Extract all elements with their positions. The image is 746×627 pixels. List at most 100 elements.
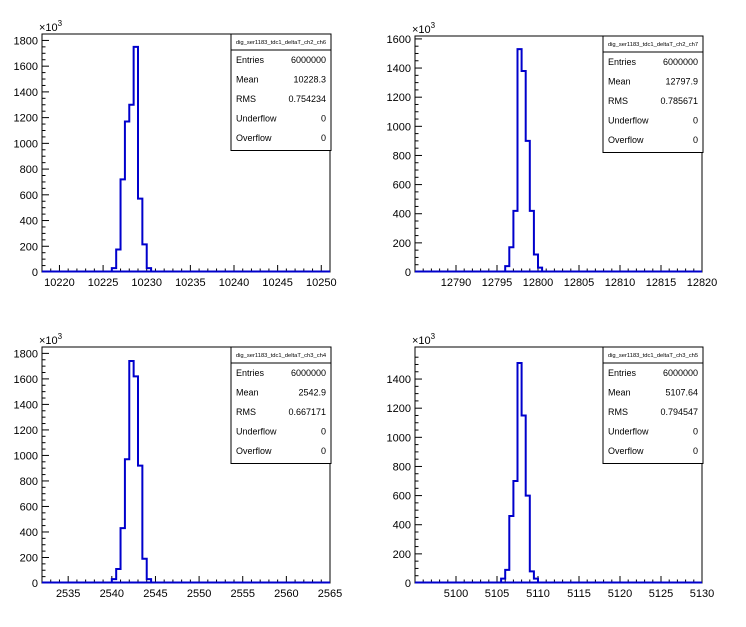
y-tick-label: 400 [393, 520, 411, 532]
histogram-svg: 5100 5105 5110 5115 5120 5125 5130 0 200 400 600 80… [387, 332, 715, 600]
stats-row-label: Entries [236, 55, 265, 65]
stats-row-value: 6000000 [663, 368, 698, 378]
y-tick-label: 1200 [387, 403, 411, 415]
histogram-outline [110, 360, 153, 583]
stats-row-label: Underflow [236, 114, 277, 124]
stats-row-value: 10228.3 [293, 75, 326, 85]
histogram-svg: 10220 10225 10230 10235 10240 10245 10250 0 200 4… [14, 19, 337, 289]
y-tick-label: 200 [393, 549, 411, 561]
y-tick-label: 1400 [14, 87, 38, 99]
histogram-svg: 12790 12795 12800 12805 12810 12815 12820 0 200 4… [387, 21, 718, 289]
x-tick-label: 5105 [485, 588, 509, 600]
x-tick-label: 10250 [306, 277, 337, 289]
y-tick-label: 1000 [387, 121, 411, 133]
x-tick-label: 10240 [219, 277, 250, 289]
y-tick-label: 200 [20, 552, 38, 564]
x-tick-label: 12815 [646, 277, 677, 289]
stats-row-value: 0 [321, 133, 326, 143]
x-tick-label: 12790 [441, 277, 472, 289]
x-tick-label: 12820 [687, 277, 718, 289]
x-tick-label: 10230 [131, 277, 162, 289]
histogram-outline [504, 48, 544, 272]
stats-row-label: Underflow [236, 427, 277, 437]
x-tick-label: 2535 [56, 588, 80, 600]
y-exponent-label: ×103 [412, 332, 436, 347]
y-tick-label: 1200 [14, 425, 38, 437]
stats-row-label: RMS [236, 407, 256, 417]
x-tick-label: 12800 [523, 277, 554, 289]
stats-row-label: Overflow [608, 446, 644, 456]
y-tick-label: 800 [20, 164, 38, 176]
stats-row-value: 2542.9 [298, 388, 326, 398]
y-tick-label: 1400 [387, 63, 411, 75]
stats-box [602, 35, 704, 153]
y-tick-label: 0 [32, 267, 38, 279]
stats-row-value: 0 [321, 427, 326, 437]
y-tick-label: 200 [20, 241, 38, 253]
y-exponent-label: ×103 [39, 332, 63, 347]
x-tick-label: 12805 [564, 277, 595, 289]
y-tick-label: 1600 [14, 374, 38, 386]
stats-row-value: 0.754234 [288, 94, 326, 104]
stats-row-label: Entries [608, 57, 637, 67]
y-tick-label: 1600 [387, 34, 411, 46]
stats-histogram-name: dig_ser1183_tdc1_deltaT_ch2_ch6 [236, 40, 326, 46]
histogram-svg: 2535 2540 2545 2550 2555 2560 2565 0 200 400 600 80… [14, 332, 343, 600]
histogram-pad-4: 5100 5105 5110 5115 5120 5125 5130 0 200 400 600 80… [373, 311, 746, 622]
y-tick-label: 800 [393, 150, 411, 162]
stats-row-value: 6000000 [291, 55, 326, 65]
x-tick-label: 2540 [100, 588, 124, 600]
histogram-pad-2: 12790 12795 12800 12805 12810 12815 12820 0 200 4… [373, 0, 746, 311]
y-tick-label: 1000 [14, 138, 38, 150]
stats-row-label: Mean [236, 388, 259, 398]
stats-row-value: 0 [693, 116, 698, 126]
histogram-pad-1: 10220 10225 10230 10235 10240 10245 10250 0 200 4… [0, 0, 373, 311]
x-tick-label: 2550 [187, 588, 211, 600]
y-tick-label: 600 [20, 501, 38, 513]
y-tick-label: 1400 [14, 399, 38, 411]
stats-row-value: 5107.64 [665, 388, 698, 398]
y-tick-label: 600 [393, 491, 411, 503]
y-tick-label: 1200 [14, 113, 38, 125]
stats-row-value: 0 [693, 446, 698, 456]
stats-row-label: Overflow [236, 133, 272, 143]
stats-row-label: Underflow [608, 116, 649, 126]
stats-row-value: 0.667171 [288, 407, 326, 417]
y-tick-label: 1800 [14, 35, 38, 47]
stats-row-label: Mean [608, 388, 631, 398]
x-tick-label: 2555 [230, 588, 254, 600]
x-tick-label: 2545 [143, 588, 167, 600]
y-tick-label: 200 [393, 238, 411, 250]
stats-histogram-name: dig_ser1183_tdc1_deltaT_ch3_ch5 [608, 353, 698, 359]
x-tick-label: 5100 [444, 588, 468, 600]
y-exponent-label: ×103 [412, 21, 436, 36]
stats-row-value: 12797.9 [665, 77, 698, 87]
histogram-outline [110, 45, 153, 272]
x-tick-label: 5120 [608, 588, 632, 600]
stats-row-label: Mean [608, 77, 631, 87]
stats-row-label: RMS [236, 94, 256, 104]
y-tick-label: 0 [405, 267, 411, 279]
stats-histogram-name: dig_ser1183_tdc1_deltaT_ch3_ch4 [236, 353, 327, 359]
y-tick-label: 1200 [387, 92, 411, 104]
stats-row-label: Mean [236, 75, 259, 85]
y-tick-label: 600 [393, 180, 411, 192]
stats-histogram-name: dig_ser1183_tdc1_deltaT_ch2_ch7 [608, 42, 698, 48]
y-tick-label: 800 [20, 476, 38, 488]
y-tick-label: 1600 [14, 61, 38, 73]
stats-row-label: Entries [608, 368, 637, 378]
y-tick-label: 1800 [14, 348, 38, 360]
stats-row-label: Entries [236, 368, 265, 378]
stats-box [602, 346, 704, 464]
y-tick-label: 400 [393, 209, 411, 221]
y-tick-label: 0 [32, 578, 38, 590]
stats-row-label: Overflow [236, 446, 272, 456]
y-tick-label: 1000 [14, 450, 38, 462]
stats-row-value: 0.785671 [660, 96, 698, 106]
stats-row-value: 0.794547 [660, 407, 698, 417]
stats-row-value: 0 [693, 135, 698, 145]
histogram-pad-3: 2535 2540 2545 2550 2555 2560 2565 0 200 400 600 80… [0, 311, 373, 622]
stats-row-label: Overflow [608, 135, 644, 145]
y-tick-label: 600 [20, 190, 38, 202]
stats-box [230, 346, 332, 464]
